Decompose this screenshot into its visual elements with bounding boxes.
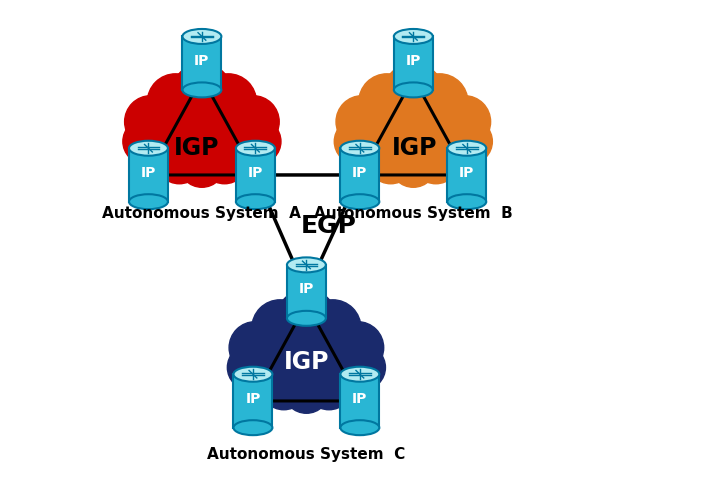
Text: IGP: IGP xyxy=(284,350,329,374)
Ellipse shape xyxy=(138,90,266,168)
Text: IGP: IGP xyxy=(174,136,220,160)
Ellipse shape xyxy=(234,367,273,382)
Circle shape xyxy=(276,289,337,350)
Circle shape xyxy=(227,96,279,148)
Text: IGP: IGP xyxy=(391,136,437,160)
Bar xyxy=(340,374,379,428)
Text: IP: IP xyxy=(405,54,421,68)
Bar xyxy=(447,148,486,202)
Ellipse shape xyxy=(340,141,379,156)
Ellipse shape xyxy=(394,29,433,44)
Ellipse shape xyxy=(236,194,275,209)
Text: IP: IP xyxy=(352,392,368,405)
Circle shape xyxy=(125,96,177,148)
Circle shape xyxy=(359,74,415,130)
Ellipse shape xyxy=(447,141,486,156)
Text: IP: IP xyxy=(195,54,209,68)
Circle shape xyxy=(336,96,388,148)
Circle shape xyxy=(172,63,232,124)
Ellipse shape xyxy=(340,420,379,435)
Circle shape xyxy=(200,136,248,184)
Circle shape xyxy=(383,63,444,124)
Ellipse shape xyxy=(182,29,222,44)
Ellipse shape xyxy=(287,258,326,272)
Circle shape xyxy=(332,322,383,374)
Text: Autonomous System  C: Autonomous System C xyxy=(207,447,405,462)
Circle shape xyxy=(305,362,353,410)
Circle shape xyxy=(148,74,204,130)
Bar xyxy=(182,36,222,90)
Circle shape xyxy=(340,345,386,390)
Text: EGP: EGP xyxy=(300,214,356,238)
Ellipse shape xyxy=(242,316,371,394)
Circle shape xyxy=(123,119,168,164)
Ellipse shape xyxy=(340,367,379,382)
Bar xyxy=(287,265,326,318)
Text: IP: IP xyxy=(248,166,263,179)
Bar xyxy=(234,374,273,428)
Bar xyxy=(236,148,275,202)
Circle shape xyxy=(252,300,308,356)
Circle shape xyxy=(179,141,225,187)
Ellipse shape xyxy=(182,83,222,97)
Bar xyxy=(394,36,433,90)
Text: IP: IP xyxy=(245,392,261,405)
Text: Autonomous System  A: Autonomous System A xyxy=(102,207,301,221)
Text: IP: IP xyxy=(141,166,156,179)
Circle shape xyxy=(260,362,307,410)
Text: IP: IP xyxy=(459,166,474,179)
Circle shape xyxy=(227,345,273,390)
Text: Autonomous System  B: Autonomous System B xyxy=(314,207,513,221)
Circle shape xyxy=(229,322,281,374)
Text: IP: IP xyxy=(352,166,368,179)
Bar xyxy=(129,148,168,202)
Circle shape xyxy=(412,74,468,130)
Ellipse shape xyxy=(129,194,168,209)
Ellipse shape xyxy=(394,83,433,97)
Circle shape xyxy=(390,141,437,187)
Ellipse shape xyxy=(287,311,326,326)
Circle shape xyxy=(155,136,203,184)
Circle shape xyxy=(236,119,281,164)
Circle shape xyxy=(439,96,491,148)
Circle shape xyxy=(283,367,329,413)
Ellipse shape xyxy=(349,90,477,168)
Circle shape xyxy=(367,136,415,184)
Ellipse shape xyxy=(447,194,486,209)
Text: IP: IP xyxy=(299,282,314,296)
Ellipse shape xyxy=(234,420,273,435)
Ellipse shape xyxy=(236,141,275,156)
Ellipse shape xyxy=(340,194,379,209)
Bar xyxy=(340,148,379,202)
Circle shape xyxy=(412,136,460,184)
Circle shape xyxy=(305,300,361,356)
Circle shape xyxy=(200,74,256,130)
Ellipse shape xyxy=(129,141,168,156)
Circle shape xyxy=(334,119,379,164)
Circle shape xyxy=(447,119,492,164)
